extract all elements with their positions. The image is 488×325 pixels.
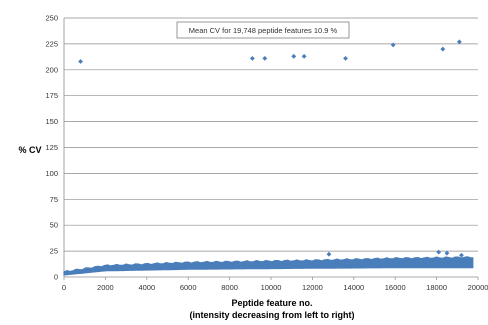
- data-point: [291, 53, 297, 59]
- x-tick-label: 4000: [138, 283, 155, 292]
- y-tick-label: 200: [45, 65, 58, 74]
- x-tick-label: 18000: [426, 283, 447, 292]
- x-tick-label: 10000: [261, 283, 282, 292]
- x-tick-labels: 0 2000 4000 6000 8000 10000 12000 14000 16000 180…: [62, 277, 488, 292]
- data-point: [390, 42, 396, 48]
- y-tick-label: 25: [50, 247, 58, 256]
- y-tick-label: 250: [45, 14, 58, 23]
- y-tick-label: 75: [50, 195, 58, 204]
- annotation-text: Mean CV for 19,748 peptide features 10.9…: [189, 26, 338, 35]
- dense-band-area: [63, 256, 474, 276]
- y-tick-label: 150: [45, 117, 58, 126]
- data-point: [436, 249, 442, 255]
- data-point: [249, 56, 255, 61]
- annotation-box: [176, 21, 350, 39]
- x-tick-label: 20000: [468, 283, 488, 292]
- x-tick-label: 6000: [180, 283, 197, 292]
- grid-lines: [64, 17, 478, 252]
- data-point: [262, 56, 268, 61]
- x-axis-label-line-1: Peptide feature no.: [231, 298, 312, 308]
- x-tick-label: 14000: [343, 283, 364, 292]
- y-tick-label: 100: [45, 169, 58, 178]
- x-tick-label: 8000: [221, 283, 238, 292]
- x-axis-label-line-2: (intensity decreasing from left to right…: [189, 310, 354, 320]
- x-tick-label: 12000: [302, 283, 323, 292]
- data-point: [456, 39, 462, 45]
- y-tick-label: 225: [45, 39, 58, 48]
- outlier-points: [78, 39, 464, 258]
- data-point: [440, 46, 446, 52]
- data-point: [326, 251, 332, 257]
- x-tick-label: 16000: [385, 283, 406, 292]
- x-tick-label: 2000: [97, 283, 114, 292]
- data-point: [301, 53, 307, 59]
- y-tick-label: 50: [50, 221, 58, 230]
- y-tick-label: 0: [54, 273, 58, 282]
- x-tick-label: 0: [62, 283, 66, 292]
- y-tick-label: 175: [45, 91, 58, 100]
- y-tick-label: 125: [45, 143, 58, 152]
- y-axis-label: % CV: [18, 145, 41, 155]
- dense-point-band: [63, 256, 474, 276]
- data-point: [78, 59, 83, 64]
- y-tick-labels: 0 25 50 75 100 125 150 175 200 225 250: [45, 14, 58, 282]
- data-point: [444, 250, 450, 256]
- data-point: [343, 56, 348, 61]
- data-point: [459, 252, 464, 258]
